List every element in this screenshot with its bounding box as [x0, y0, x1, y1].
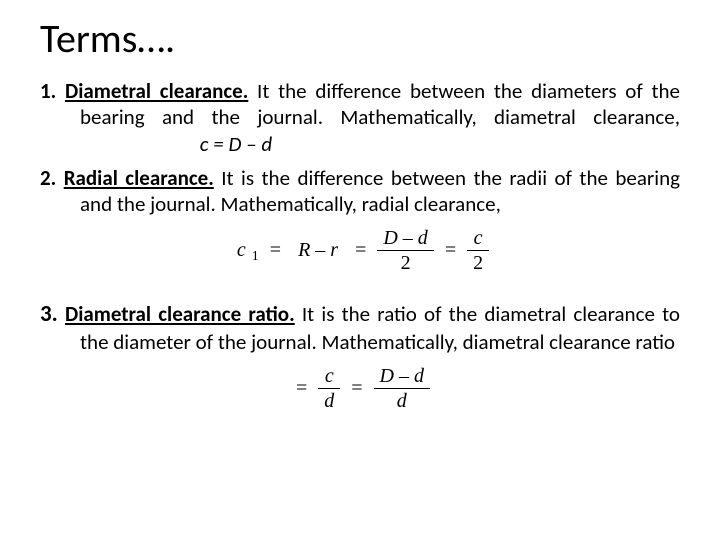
- item-number: 3.: [40, 300, 58, 328]
- formula-rhs2-fraction: D – d d: [374, 365, 430, 412]
- definition-item-3: 3. Diametral clearance ratio. It is the …: [40, 300, 680, 355]
- fraction-numerator: D – d: [377, 227, 433, 251]
- fraction-numerator: c: [318, 365, 340, 389]
- formula-diametral-clearance: c = D – d: [156, 131, 356, 157]
- definition-item-1: 1. Diametral clearance. It the differenc…: [40, 78, 680, 157]
- definition-item-2: 2. Radial clearance. It is the differenc…: [40, 165, 680, 218]
- formula-rhs1-fraction: c d: [318, 365, 340, 412]
- term-diametral-clearance-ratio: Diametral clearance ratio.: [65, 301, 295, 327]
- item-number: 2.: [40, 165, 56, 191]
- formula-rhs2-fraction: D – d 2: [377, 227, 433, 274]
- fraction-numerator: c: [467, 227, 489, 251]
- equals-sign: =: [264, 239, 287, 261]
- formula-rhs1: R – r: [292, 239, 344, 261]
- fraction-denominator: d: [374, 389, 430, 412]
- fraction-numerator: D – d: [374, 365, 430, 389]
- formula-radial-clearance: c1 = R – r = D – d 2 = c 2: [40, 227, 680, 274]
- item-number: 1.: [40, 78, 56, 104]
- formula-lhs-sub: 1: [252, 249, 259, 264]
- formula-rhs3-fraction: c 2: [467, 227, 489, 274]
- equals-sign: =: [290, 377, 313, 399]
- equals-sign: =: [349, 239, 372, 261]
- slide: Terms…. 1. Diametral clearance. It the d…: [0, 0, 720, 540]
- slide-body: 1. Diametral clearance. It the differenc…: [40, 78, 680, 412]
- fraction-denominator: 2: [377, 251, 433, 274]
- formula-lhs-var: c: [231, 239, 252, 261]
- equals-sign: =: [439, 239, 462, 261]
- term-diametral-clearance: Diametral clearance.: [65, 78, 248, 104]
- term-radial-clearance: Radial clearance.: [64, 165, 214, 191]
- fraction-denominator: d: [318, 389, 340, 412]
- formula-diametral-clearance-ratio: = c d = D – d d: [40, 365, 680, 412]
- equals-sign: =: [345, 377, 368, 399]
- slide-title: Terms….: [40, 18, 680, 60]
- fraction-denominator: 2: [467, 251, 489, 274]
